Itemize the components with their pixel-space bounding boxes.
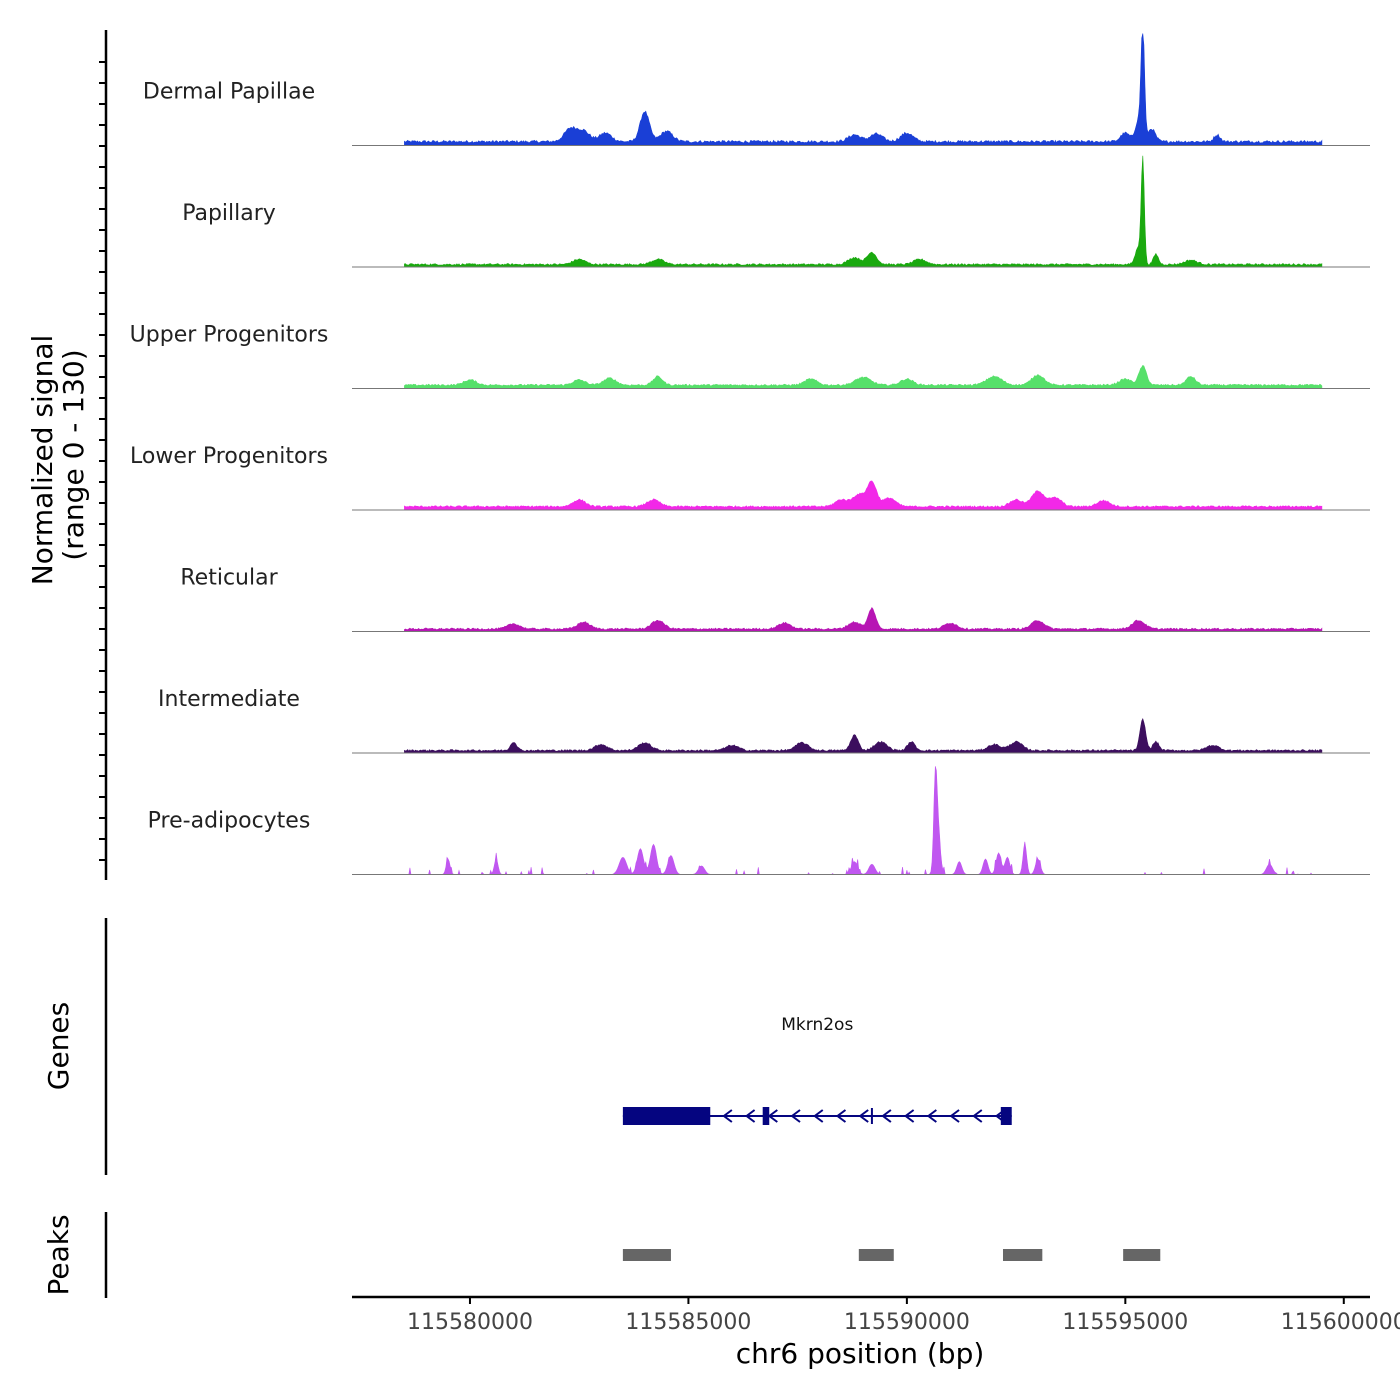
x-tick-label: 115585000 xyxy=(625,1310,751,1335)
strand-arrow xyxy=(881,1109,892,1123)
track-label: Intermediate xyxy=(158,687,300,712)
y-axis-label: Normalized signal xyxy=(26,335,59,586)
x-tick-label: 115580000 xyxy=(407,1310,533,1335)
gene-mkrn2os: Mkrn2os xyxy=(622,1015,1012,1125)
strand-arrow xyxy=(790,1109,801,1123)
track-upper-progenitors: Upper Progenitors xyxy=(130,323,1370,389)
strand-arrow xyxy=(972,1109,983,1123)
x-axis-label: chr6 position (bp) xyxy=(736,1337,985,1370)
gene-annotations: Mkrn2os xyxy=(622,1015,1012,1125)
peak-region xyxy=(622,1249,671,1261)
y-axis-range-label: (range 0 - 130) xyxy=(57,349,90,560)
strand-arrow xyxy=(903,1109,915,1123)
track-label: Upper Progenitors xyxy=(130,323,329,348)
signal-area xyxy=(404,364,1323,389)
track-label: Papillary xyxy=(182,201,276,226)
exon xyxy=(1000,1107,1012,1125)
gene-label: Mkrn2os xyxy=(781,1015,853,1035)
signal-tracks: Dermal Papillae Papillary Upper Progenitor… xyxy=(130,33,1370,876)
track-label: Dermal Papillae xyxy=(143,80,315,105)
signal-area xyxy=(404,717,1323,754)
signal-area xyxy=(404,766,1322,876)
genes-panel-label: Genes xyxy=(42,1002,75,1090)
signal-y-axis-ticks xyxy=(99,61,106,861)
x-tick-label: 115600000 xyxy=(1281,1310,1400,1335)
signal-area xyxy=(404,155,1323,268)
track-pre-adipocytes: Pre-adipocytes xyxy=(148,766,1370,876)
x-tick-label: 115595000 xyxy=(1062,1310,1188,1335)
peak-regions xyxy=(622,1249,1161,1261)
strand-arrow xyxy=(926,1109,937,1123)
track-lower-progenitors: Lower Progenitors xyxy=(130,444,1370,511)
track-papillary: Papillary xyxy=(182,155,1370,268)
signal-area xyxy=(404,33,1323,146)
track-label: Reticular xyxy=(180,566,278,591)
signal-area xyxy=(404,480,1323,511)
track-label: Lower Progenitors xyxy=(130,444,328,469)
peak-region xyxy=(1123,1249,1161,1261)
strand-arrow xyxy=(835,1109,847,1123)
strand-arrow xyxy=(744,1109,756,1123)
track-label: Pre-adipocytes xyxy=(148,809,311,834)
strand-arrow xyxy=(722,1109,733,1123)
signal-area xyxy=(404,607,1323,632)
exon xyxy=(622,1107,711,1125)
strand-arrow xyxy=(949,1109,960,1123)
peak-region xyxy=(1002,1249,1043,1261)
track-reticular: Reticular xyxy=(180,566,1370,632)
peak-region xyxy=(858,1249,894,1261)
strand-arrow xyxy=(813,1109,824,1123)
peaks-panel-label: Peaks xyxy=(42,1214,75,1295)
x-axis-ticks: 115580000 115585000 115590000 115595000 1156… xyxy=(407,1297,1400,1335)
track-dermal-papillae: Dermal Papillae xyxy=(143,33,1370,146)
strand-arrow xyxy=(858,1109,869,1123)
strand-arrow xyxy=(767,1109,778,1123)
x-tick-label: 115590000 xyxy=(844,1310,970,1335)
track-intermediate: Intermediate xyxy=(158,687,1370,754)
exon xyxy=(762,1107,770,1125)
